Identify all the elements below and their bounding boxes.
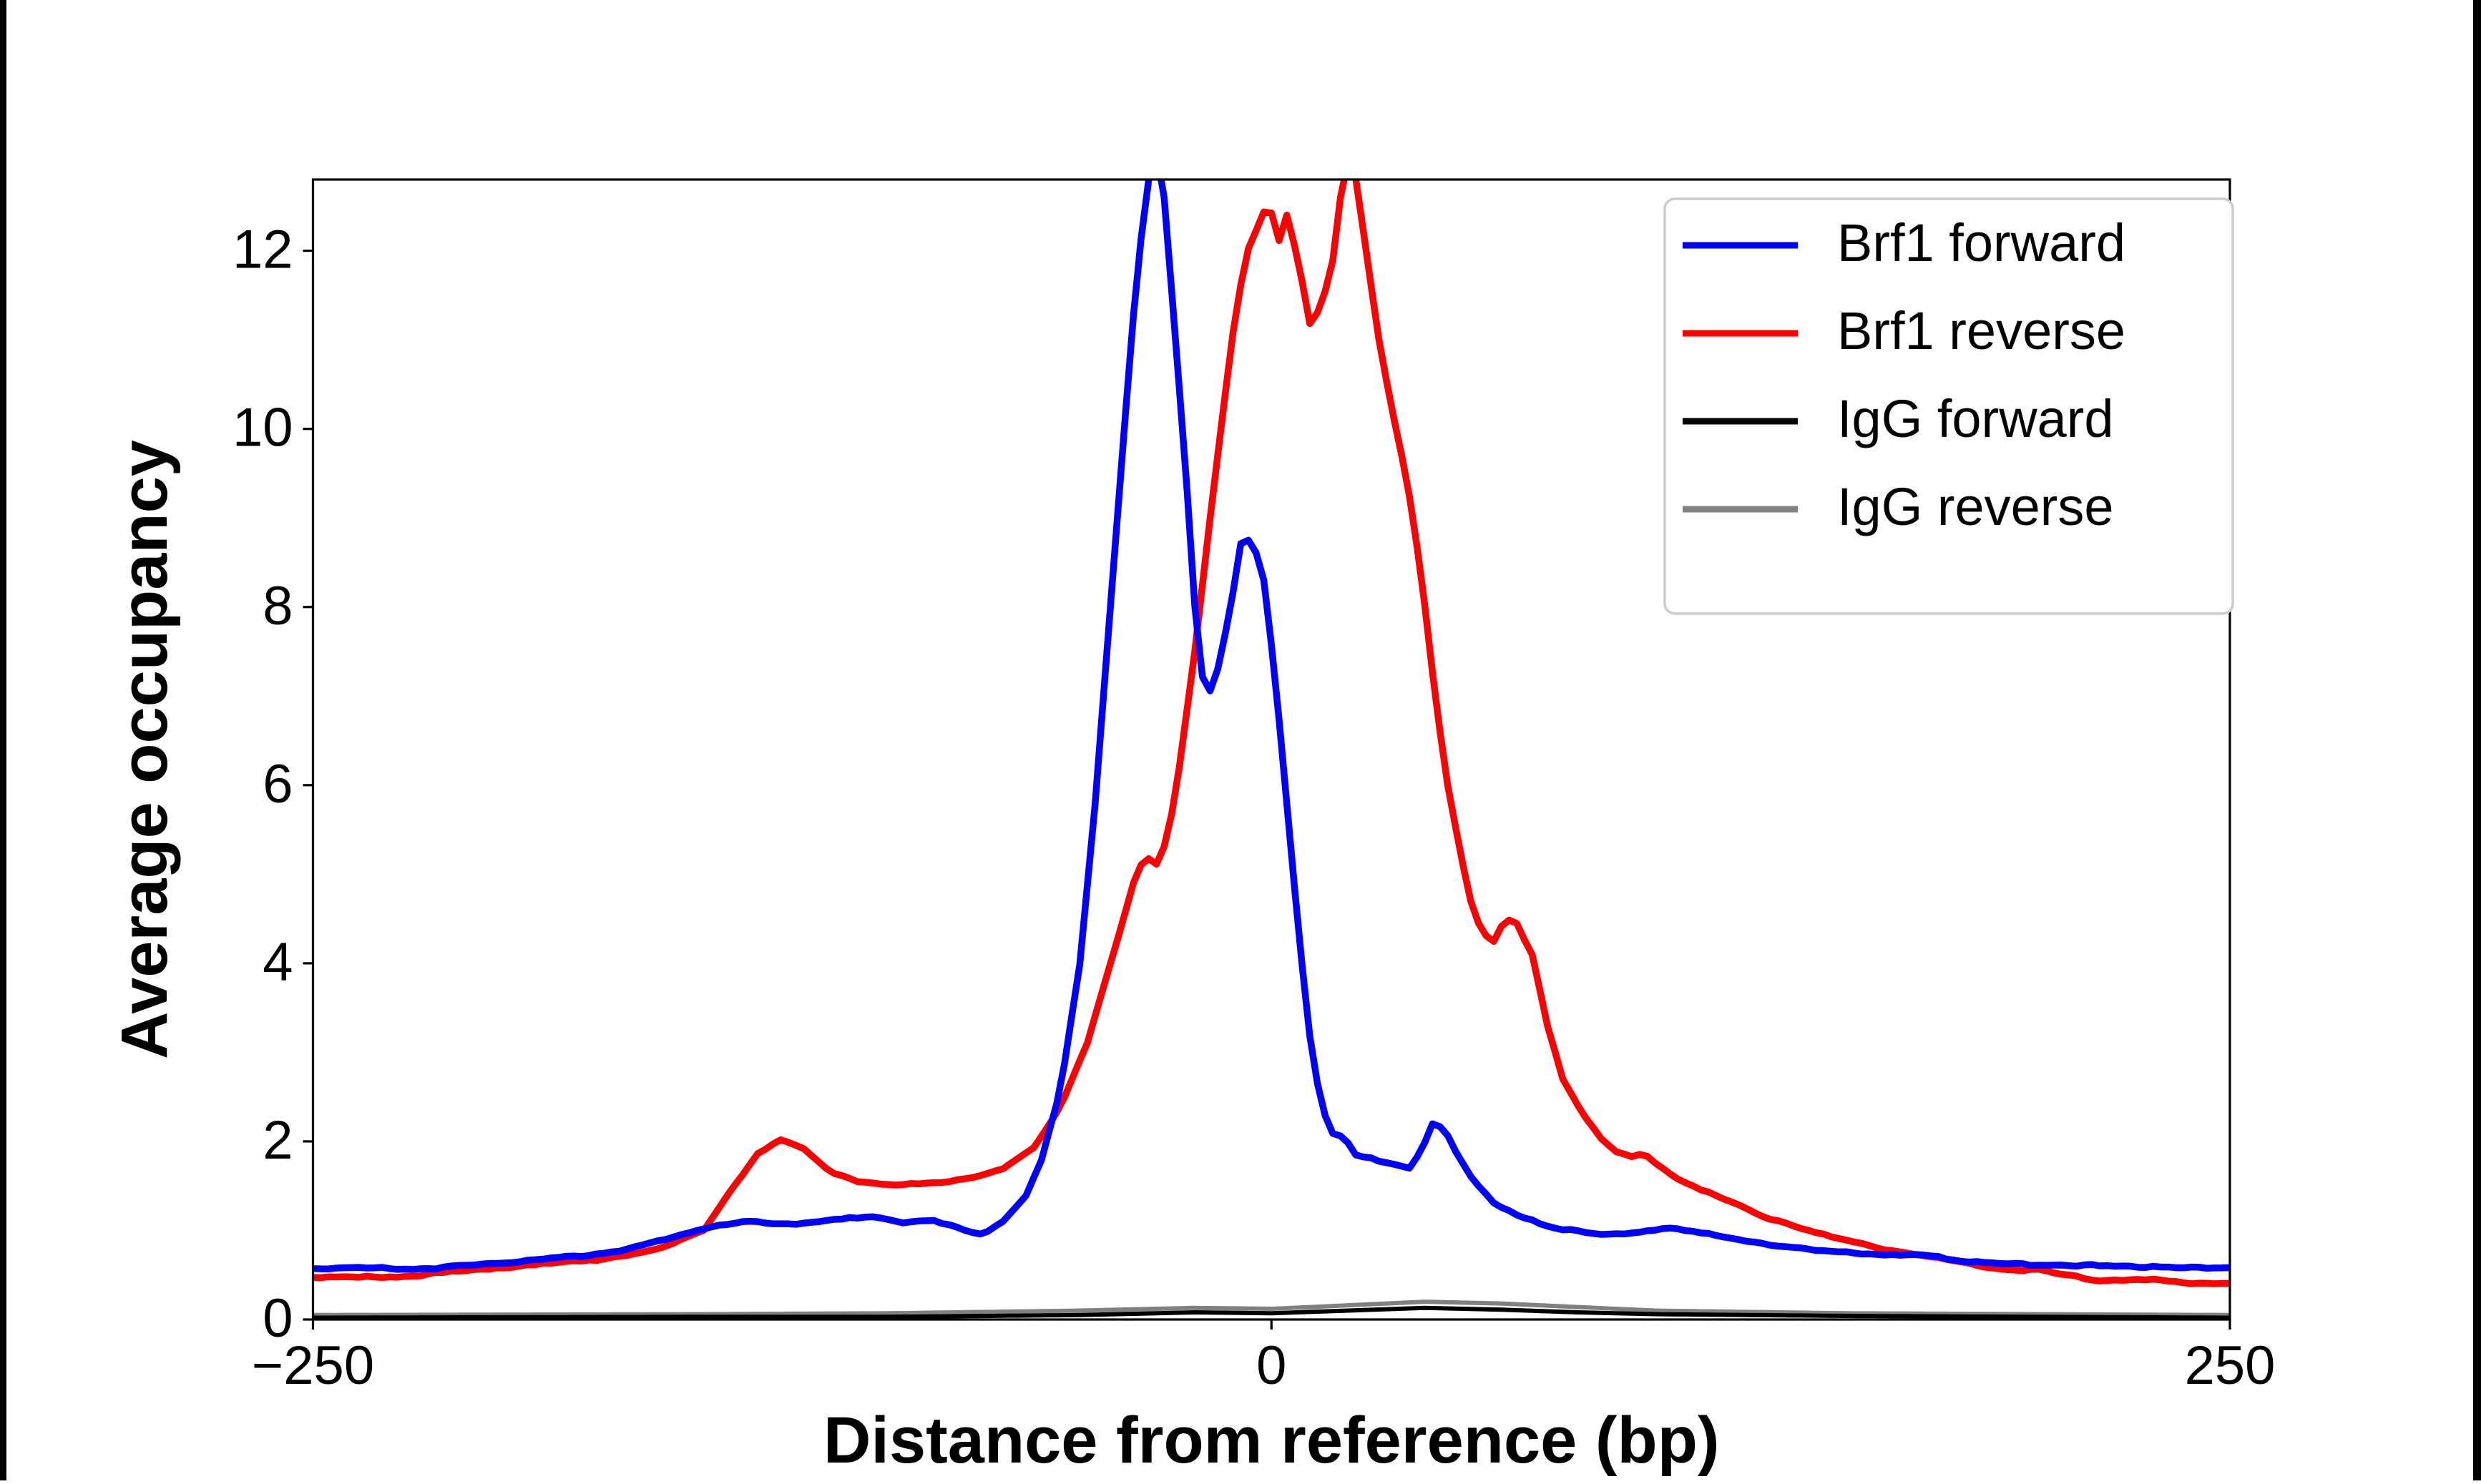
svg-text:2: 2 xyxy=(263,1110,293,1171)
svg-text:250: 250 xyxy=(2185,1335,2276,1396)
svg-text:8: 8 xyxy=(263,576,293,637)
svg-text:Brf1 reverse: Brf1 reverse xyxy=(1837,301,2125,360)
svg-text:Distance from reference (bp): Distance from reference (bp) xyxy=(823,1404,1720,1477)
svg-text:−250: −250 xyxy=(252,1335,374,1396)
svg-text:0: 0 xyxy=(1256,1335,1286,1396)
svg-text:Brf1 forward: Brf1 forward xyxy=(1837,213,2125,272)
svg-text:6: 6 xyxy=(263,754,293,815)
svg-text:Average occupancy: Average occupancy xyxy=(108,440,181,1059)
svg-text:10: 10 xyxy=(233,398,293,458)
svg-text:12: 12 xyxy=(233,220,293,280)
svg-text:IgG reverse: IgG reverse xyxy=(1837,477,2114,536)
svg-text:IgG forward: IgG forward xyxy=(1837,389,2114,448)
svg-text:4: 4 xyxy=(263,932,293,993)
